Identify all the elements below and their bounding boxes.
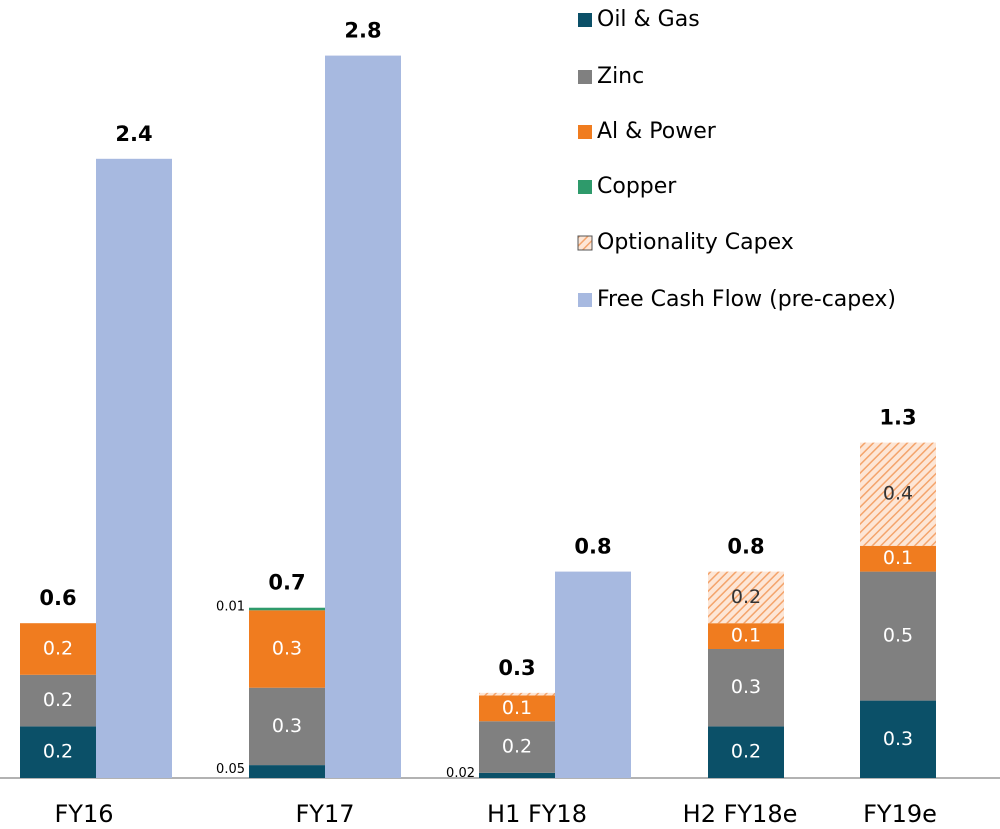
- bar-segment: [479, 695, 555, 722]
- legend-swatch: [578, 125, 592, 139]
- total-label: 0.3: [498, 656, 535, 680]
- x-tick-label: FY17: [295, 800, 354, 828]
- fcf-bar: [555, 571, 631, 778]
- segment-label: 0.3: [883, 728, 913, 750]
- fcf-label: 2.8: [344, 19, 381, 43]
- segment-label: 0.3: [272, 715, 302, 737]
- x-tick-label: FY16: [54, 800, 113, 828]
- x-tick-label: FY19e: [863, 800, 937, 828]
- bar-segment: [479, 772, 555, 778]
- segment-label: 0.3: [272, 638, 302, 660]
- legend-swatch: [578, 180, 592, 194]
- total-label: 0.7: [268, 571, 305, 595]
- legend-swatch: [578, 13, 592, 27]
- segment-label: 0.1: [883, 547, 913, 569]
- legend-label: Free Cash Flow (pre-capex): [597, 287, 896, 312]
- segment-label: 0.2: [43, 741, 73, 763]
- segment-label: 0.02: [446, 766, 475, 781]
- segment-label: 0.2: [731, 586, 761, 608]
- bar-segment: [708, 623, 784, 649]
- segment-label: 0.05: [216, 762, 245, 777]
- segment-label: 0.1: [502, 697, 532, 719]
- legend-label: Oil & Gas: [597, 7, 700, 32]
- bar-segment: [860, 700, 936, 778]
- legend-label: Copper: [597, 174, 677, 199]
- x-tick-label: H2 FY18e: [683, 800, 798, 828]
- segment-label: 0.2: [43, 689, 73, 711]
- segment-label: 0.2: [43, 638, 73, 660]
- segment-label: 0.2: [731, 741, 761, 763]
- legend-label: Optionality Capex: [597, 230, 794, 255]
- legend-label: Al & Power: [597, 119, 717, 144]
- bar-segment: [860, 571, 936, 701]
- bar-segment: [249, 607, 325, 611]
- fcf-label: 2.4: [115, 122, 152, 146]
- bar-segment: [479, 721, 555, 773]
- legend-swatch: [577, 235, 593, 251]
- legend-swatch: [578, 70, 592, 84]
- total-label: 0.8: [727, 535, 764, 559]
- fcf-label: 0.8: [574, 535, 611, 559]
- total-label: 1.3: [879, 406, 916, 430]
- total-label: 0.6: [39, 586, 76, 610]
- bar-segment: [708, 726, 784, 778]
- bar-segment: [249, 687, 325, 766]
- fcf-bar: [325, 55, 401, 779]
- segment-label: 0.5: [883, 625, 913, 647]
- segment-label: 0.3: [731, 676, 761, 698]
- bar-segment: [479, 692, 555, 696]
- bar-segment: [20, 674, 96, 727]
- segment-label: 0.1: [731, 625, 761, 647]
- segment-label: 0.01: [216, 600, 245, 615]
- bar-segment: [20, 726, 96, 778]
- legend-swatch: [578, 293, 592, 307]
- fcf-bar: [96, 158, 172, 779]
- bar-segment: [249, 765, 325, 778]
- bar-segment: [860, 545, 936, 572]
- bar-segment: [708, 649, 784, 727]
- x-tick-label: H1 FY18: [487, 800, 587, 828]
- bar-segment: [708, 571, 784, 624]
- legend-label: Zinc: [597, 64, 644, 89]
- bar-segment: [860, 442, 936, 546]
- segment-label: 0.2: [502, 736, 532, 758]
- bar-segment: [249, 610, 325, 688]
- bar-segment: [20, 623, 96, 675]
- segment-label: 0.4: [883, 483, 913, 505]
